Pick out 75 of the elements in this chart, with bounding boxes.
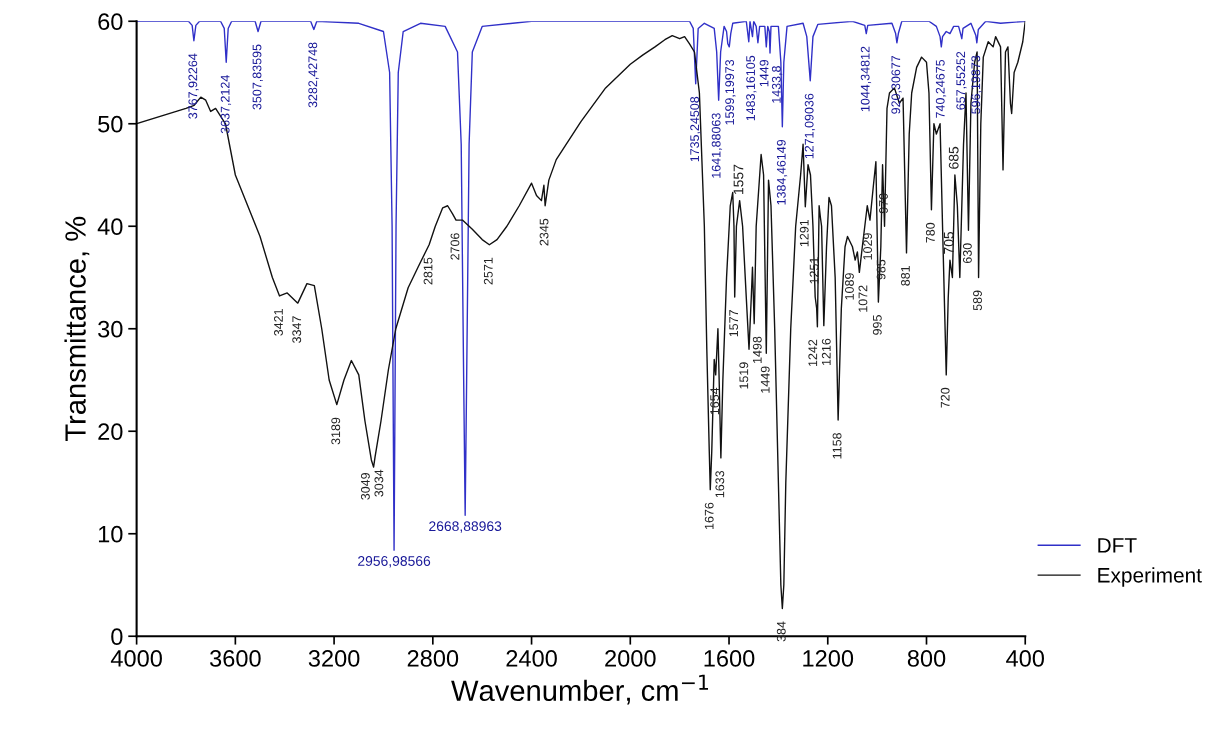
annotation: 2706 xyxy=(450,233,460,260)
x-tick-label: 400 xyxy=(1006,650,1045,667)
y-tick-label: 60 xyxy=(98,13,123,31)
x-tick-label: 2000 xyxy=(605,650,656,667)
annotation: 1433,8 xyxy=(771,66,783,103)
annotation: 3049 xyxy=(360,473,370,500)
x-axis-title: Wavenumber, cm$^{−1}$ xyxy=(451,674,709,705)
x-tick-label: 2400 xyxy=(506,650,557,667)
annotation: 1072 xyxy=(858,285,868,312)
y-tick-label: 30 xyxy=(98,320,123,338)
annotation: 920,30677 xyxy=(891,55,902,114)
x-tick-label: 3600 xyxy=(209,650,261,667)
annotation: 1384,46149 xyxy=(776,139,788,205)
annotation: 1216 xyxy=(821,338,831,366)
y-tick-label: 40 xyxy=(97,218,123,236)
x-tick-label: 800 xyxy=(907,650,946,667)
annotation: 384 xyxy=(776,621,786,642)
annotation: 1633 xyxy=(715,470,725,498)
annotation: 3034 xyxy=(374,469,384,497)
annotation: 780 xyxy=(925,222,935,243)
annotation: 3767,92264 xyxy=(188,53,199,119)
legend-label: Experiment xyxy=(1098,567,1202,587)
annotation: 596,19873 xyxy=(971,55,982,114)
annotation: 1089 xyxy=(845,273,854,300)
annotation: 685 xyxy=(948,146,959,169)
legend-label: DFT xyxy=(1098,538,1137,553)
annotation: 1449 xyxy=(759,59,769,87)
annotation: 2956,98566 xyxy=(358,556,431,568)
annotation: 740,24675 xyxy=(935,59,947,118)
annotation: 1577 xyxy=(729,310,739,337)
y-tick-label: 20 xyxy=(98,423,123,441)
annotation: 1158 xyxy=(832,433,842,459)
annotation: 1641,88063 xyxy=(711,113,723,178)
annotation: 3347 xyxy=(292,316,302,343)
annotation: 3189 xyxy=(331,417,341,445)
annotation: 1483,16105 xyxy=(746,55,757,121)
annotation: 1449 xyxy=(760,366,770,393)
annotation: 3421 xyxy=(274,309,283,336)
annotation: 1735,24508 xyxy=(690,96,701,162)
annotation: 2345 xyxy=(539,218,549,246)
y-tick-label: 10 xyxy=(98,525,123,543)
y-tick-label: 50 xyxy=(98,115,123,133)
annotation: 3637,2124 xyxy=(220,75,232,134)
x-tick-label: 2800 xyxy=(407,650,459,667)
annotation: 720 xyxy=(940,387,950,408)
y-tick-label: 0 xyxy=(111,628,123,646)
annotation: 1271,09036 xyxy=(804,93,816,159)
annotation: 881 xyxy=(901,266,910,286)
annotation: 1557 xyxy=(733,164,744,195)
annotation: 1654 xyxy=(710,387,720,415)
y-axis-title: Transmittance, % xyxy=(64,216,90,441)
annotation: 3282,42748 xyxy=(308,42,319,108)
annotation: 1519 xyxy=(739,362,749,389)
annotation: 1291 xyxy=(799,219,809,247)
annotation: 2815 xyxy=(423,257,433,285)
annotation: 1029 xyxy=(863,233,873,260)
annotation: 3507,83595 xyxy=(252,44,263,110)
annotation: 705 xyxy=(943,231,954,254)
annotation: 1599,19973 xyxy=(725,59,736,125)
annotation: 1498 xyxy=(752,336,762,363)
annotation: 1044,34812 xyxy=(860,46,872,112)
x-tick-label: 1200 xyxy=(803,650,854,667)
annotation: 2668,88963 xyxy=(429,521,502,533)
annotation: 2571 xyxy=(483,257,493,285)
annotation: 1676 xyxy=(704,502,714,530)
annotation: 1251 xyxy=(809,257,819,284)
annotation: 589 xyxy=(973,290,982,311)
x-tick-label: 1600 xyxy=(704,650,755,667)
x-tick-label: 3200 xyxy=(308,650,360,667)
annotation: 630 xyxy=(962,243,972,264)
x-tick-label: 4000 xyxy=(110,650,162,667)
annotation: 995 xyxy=(872,315,882,335)
annotation: 985 xyxy=(876,259,886,280)
annotation: 1242 xyxy=(808,339,818,367)
annotation: 657,55252 xyxy=(956,51,967,110)
